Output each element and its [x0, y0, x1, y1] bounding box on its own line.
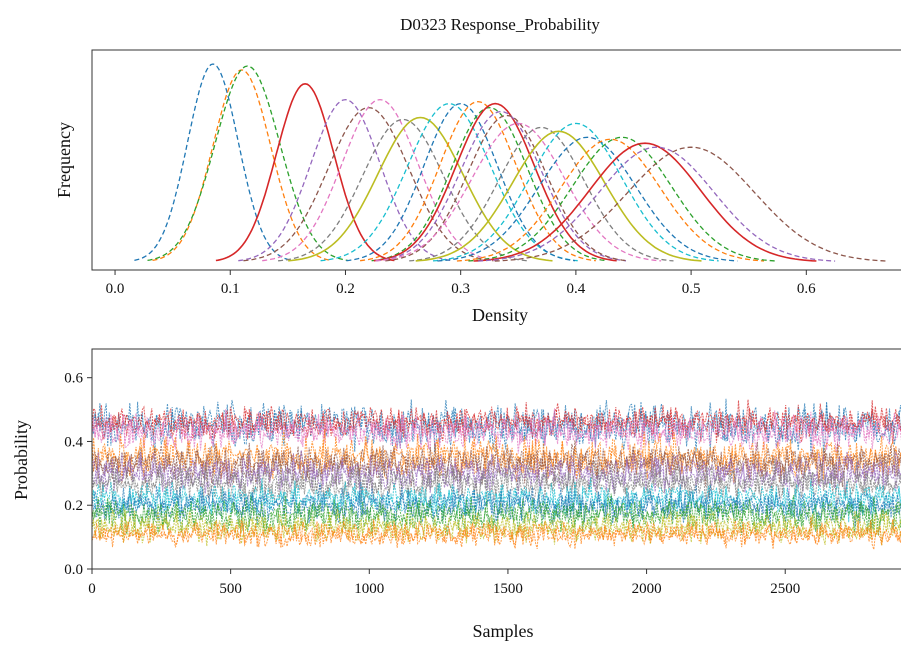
density-x-label: Density: [472, 305, 528, 325]
trace-x-ticks: 0 500 1000 1500 2000 2500: [88, 569, 800, 597]
y-tick-label: 0.2: [64, 498, 83, 514]
chart-title: D0323 Response_Probability: [400, 15, 600, 34]
trace-x-label: Samples: [473, 621, 534, 641]
trace-line: [91, 493, 901, 536]
density-curve: [371, 106, 608, 262]
trace-line: [91, 516, 901, 550]
x-tick-label: 500: [219, 581, 242, 597]
trace-y-ticks: 0.0 0.2 0.4 0.6: [64, 371, 92, 578]
density-curve: [262, 98, 498, 262]
x-tick-label: 2000: [632, 581, 662, 597]
density-curve: [415, 130, 702, 262]
density-curve: [346, 102, 576, 262]
density-curve: [278, 118, 529, 262]
density-curve: [494, 146, 888, 262]
density-curve: [360, 100, 596, 262]
density-curve: [134, 63, 292, 262]
density-curve: [238, 98, 453, 262]
x-tick-label: 2500: [770, 581, 800, 597]
trace-line: [91, 409, 901, 458]
x-tick-label: 0.1: [221, 281, 240, 297]
trace-axes-frame: [91, 348, 901, 570]
y-tick-label: 0.0: [64, 562, 83, 578]
trace-line: [91, 486, 901, 527]
density-y-label: Frequency: [54, 122, 74, 198]
trace-line: [91, 408, 901, 454]
x-tick-label: 1000: [354, 581, 384, 597]
density-curve: [147, 65, 348, 262]
y-tick-label: 0.6: [64, 371, 83, 387]
density-curve: [373, 102, 617, 262]
x-tick-label: 0.6: [797, 281, 816, 297]
trace-y-label: Probability: [11, 420, 31, 500]
density-curve: [385, 114, 629, 262]
x-tick-label: 0.2: [336, 281, 355, 297]
x-tick-label: 0: [88, 581, 96, 597]
trace-line: [91, 450, 901, 496]
x-tick-label: 0.3: [451, 281, 470, 297]
trace-line: [91, 429, 901, 483]
density-curve: [215, 82, 395, 262]
density-curve: [432, 122, 719, 262]
trace-line: [91, 478, 901, 523]
x-tick-label: 0.4: [567, 281, 586, 297]
density-curve: [152, 69, 332, 262]
x-tick-label: 1500: [493, 581, 523, 597]
density-curve: [375, 122, 662, 262]
density-curve: [477, 146, 836, 262]
x-tick-label: 0.0: [106, 281, 125, 297]
trace-lines: [91, 398, 901, 550]
trace-line: [91, 400, 901, 444]
density-panel: 0.0 0.1 0.2 0.3 0.4 0.5 0.6 Density Frequency: [54, 49, 901, 325]
trace-line: [91, 496, 901, 536]
density-curve: [468, 136, 776, 262]
density-curve: [473, 142, 817, 262]
x-tick-label: 0.5: [682, 281, 701, 297]
density-curve: [437, 136, 738, 262]
density-curves: [134, 63, 888, 262]
trace-panel: 0 500 1000 1500 2000 2500 0.0 0.2 0.4 0.6 Sample…: [11, 348, 901, 641]
trace-line: [91, 508, 901, 546]
density-curve: [288, 116, 553, 262]
density-axes-frame: [91, 49, 901, 271]
density-curve: [409, 126, 674, 262]
y-tick-label: 0.4: [64, 434, 83, 450]
trace-line: [91, 440, 901, 487]
density-x-ticks: 0.0 0.1 0.2 0.3 0.4 0.5 0.6: [106, 270, 816, 297]
